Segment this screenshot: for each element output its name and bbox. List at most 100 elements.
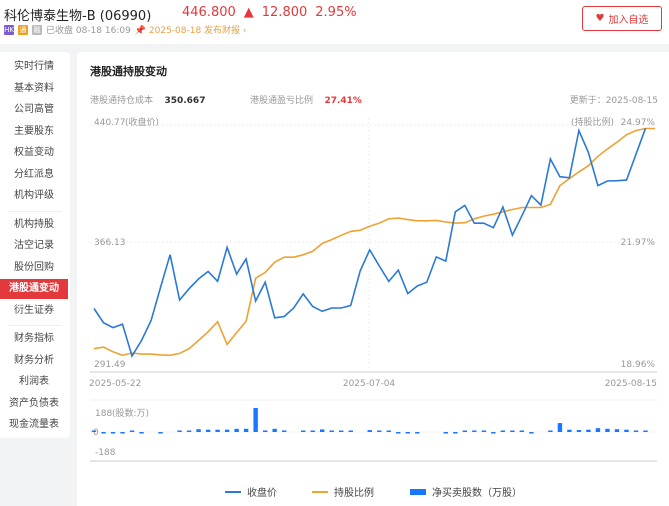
net-buy-bar — [129, 430, 135, 432]
stock-code: (06990) — [99, 9, 152, 24]
net-buy-bar — [491, 432, 496, 434]
sidebar-item[interactable]: 财务指标 — [14, 333, 54, 344]
heart-icon: ♥ — [595, 13, 605, 24]
net-buy-bar — [186, 430, 192, 432]
net-buy-bar — [377, 430, 382, 432]
net-buy-bar — [614, 429, 620, 432]
bar-tick-label: 0 — [93, 428, 99, 438]
price-change: 12.800 — [261, 5, 308, 20]
net-buy-bar — [557, 423, 563, 432]
net-buy-bar — [196, 429, 201, 432]
left-axis-title: (收盘价) — [125, 116, 159, 128]
net-buy-bar — [120, 432, 125, 434]
net-buy-bar — [367, 430, 372, 432]
report-text: 2025-08-18 发布财报 — [148, 26, 241, 36]
net-buy-bar — [224, 429, 230, 432]
legend-label: 持股比例 — [334, 488, 374, 499]
net-buy-bar — [272, 428, 277, 432]
net-buy-bar — [339, 430, 344, 432]
legend-netbuy[interactable]: 净买卖股数（万股） — [410, 484, 522, 499]
last-price: 446.800 — [182, 5, 236, 20]
sidebar-item[interactable]: 公司高管 — [14, 104, 54, 115]
net-buy-bar — [396, 432, 401, 434]
updated-time: 更新于：2025-08-15 — [569, 96, 658, 106]
holding-ratio-line — [93, 127, 655, 357]
sidebar-item[interactable]: 股份回购 — [14, 261, 54, 273]
net-buy-bar — [110, 432, 116, 434]
net-buy-bar — [643, 430, 648, 432]
sidebar-item[interactable]: 主要股东 — [14, 125, 54, 137]
right-axis-title: (持股比例) — [571, 116, 614, 128]
net-buy-bar — [281, 430, 287, 432]
bar-tick-label: -188 — [95, 448, 116, 458]
stock-header: 科伦博泰生物-B (06990) 446.800 ▲ 12.800 2.95% … — [0, 0, 669, 44]
sidebar-item[interactable]: 利润表 — [19, 376, 49, 387]
pl-value: 27.41% — [324, 96, 362, 106]
net-buy-bar — [234, 428, 239, 432]
add-watchlist-label: 加入自选 — [608, 15, 649, 26]
net-buy-bar — [253, 408, 258, 432]
legend-close[interactable]: 收盘价 — [225, 484, 277, 499]
net-buy-bar — [415, 432, 420, 434]
net-buy-bar — [548, 430, 553, 432]
legend-label: 净买卖股数（万股） — [432, 488, 522, 499]
page-title: 港股通持股变动 — [90, 65, 167, 78]
pl-label: 港股通盈亏比例 — [250, 96, 314, 106]
net-buy-bar — [139, 432, 144, 434]
net-buy-bar — [205, 429, 211, 432]
sidebar-item[interactable]: 权益变动 — [14, 147, 54, 158]
sidebar-item[interactable]: 资产负债表 — [9, 397, 59, 409]
net-buy-bar — [586, 429, 591, 432]
left-tick-label: 440.77 — [94, 118, 126, 128]
status-row: HK 通 融 已收盘 08-18 16:09 📌 2025-08-18 发布财报… — [4, 23, 247, 36]
net-buy-bar — [348, 430, 353, 432]
net-buy-bar — [595, 428, 601, 432]
net-buy-bar — [243, 428, 249, 432]
sidebar-item[interactable]: 实时行情 — [14, 61, 54, 72]
divider — [8, 210, 62, 212]
price-block: 446.800 ▲ 12.800 2.95% — [182, 5, 357, 20]
connect-badge: 通 — [18, 24, 28, 35]
cost-stat: 港股通持仓成本 350.667 — [90, 93, 205, 106]
right-tick-label: 24.97% — [621, 118, 656, 128]
net-buy-bar — [605, 428, 610, 432]
sidebar-item[interactable]: 基本资料 — [14, 82, 54, 94]
net-buy-bar — [500, 430, 506, 432]
net-buy-bar — [158, 432, 163, 434]
market-status: 已收盘 08-18 16:09 — [46, 26, 131, 36]
net-buy-bar — [405, 432, 410, 434]
net-buy-bar — [262, 430, 268, 432]
x-tick-label: 2025-08-15 — [605, 379, 657, 389]
net-buy-bar — [453, 432, 458, 434]
sidebar-item[interactable]: 沽空记录 — [14, 240, 54, 251]
sidebar-item[interactable]: 现金流量表 — [9, 419, 59, 430]
sidebar-item[interactable]: 分红派息 — [14, 168, 54, 180]
net-buy-bar — [215, 429, 220, 432]
net-buy-bar — [329, 430, 334, 432]
sidebar-item[interactable]: 财务分析 — [14, 354, 54, 366]
sidebar-item[interactable]: 衍生证券 — [14, 304, 54, 316]
add-watchlist-button[interactable]: ♥ 加入自选 — [582, 6, 662, 31]
up-arrow-icon: ▲ — [243, 5, 254, 20]
cost-label: 港股通持仓成本 — [90, 96, 154, 106]
left-tick-label: 291.49 — [94, 360, 126, 370]
net-buy-bar — [386, 430, 391, 432]
legend-bar-icon — [410, 488, 426, 495]
sidebar: 实时行情基本资料公司高管主要股东权益变动分红派息机构评级机构持股沽空记录股份回购… — [0, 52, 70, 438]
net-buy-bar — [529, 432, 534, 434]
stock-name: 科伦博泰生物-B — [4, 9, 96, 24]
net-buy-bar — [101, 432, 106, 434]
legend-holding[interactable]: 持股比例 — [312, 484, 374, 499]
right-tick-label: 21.97% — [621, 238, 656, 248]
sidebar-item[interactable]: 港股通变动 — [0, 279, 68, 299]
net-buy-bar — [300, 430, 306, 432]
legend-label: 收盘价 — [247, 488, 277, 499]
net-buy-bar — [519, 430, 525, 432]
x-tick-label: 2025-07-04 — [343, 379, 396, 389]
cost-value: 350.667 — [164, 96, 206, 106]
close-price-line — [93, 127, 647, 358]
sidebar-item[interactable]: 机构持股 — [14, 218, 54, 230]
sidebar-item[interactable]: 机构评级 — [14, 190, 54, 201]
report-link[interactable]: 📌 2025-08-18 发布财报 › — [134, 26, 247, 36]
